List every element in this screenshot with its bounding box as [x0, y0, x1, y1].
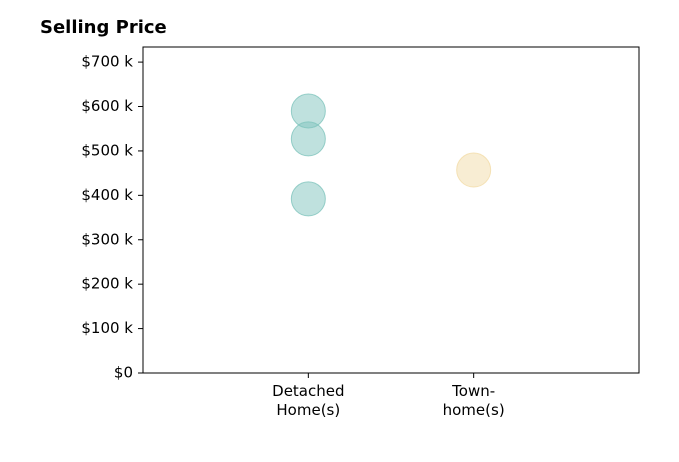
y-tick-label: $700 k — [81, 53, 133, 71]
chart-title: Selling Price — [40, 17, 167, 38]
y-tick-label: $300 k — [81, 230, 133, 248]
y-tick-label: $500 k — [81, 141, 133, 159]
x-tick-label: Detached Home(s) — [272, 382, 345, 419]
point — [456, 152, 492, 188]
y-tick-label: $600 k — [81, 97, 133, 115]
x-tick-label: Town- home(s) — [442, 382, 505, 419]
point — [290, 181, 326, 217]
plot-frame — [142, 46, 640, 374]
point — [290, 121, 326, 157]
y-tick-label: $0 — [114, 364, 133, 382]
y-tick-label: $200 k — [81, 275, 133, 293]
y-tick-label: $400 k — [81, 186, 133, 204]
y-tick-label: $100 k — [81, 319, 133, 337]
